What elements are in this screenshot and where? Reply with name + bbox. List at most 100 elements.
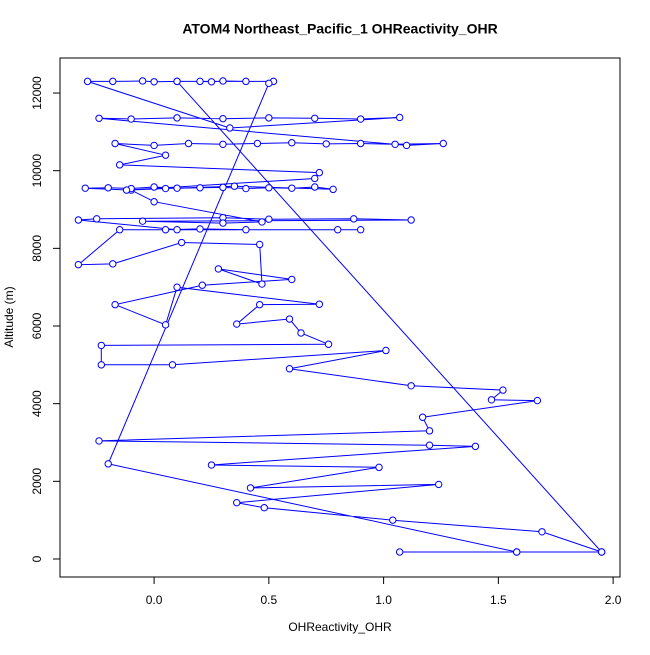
point [226,124,234,132]
point [196,77,204,86]
point [230,182,239,190]
point [168,361,177,369]
point [83,77,92,86]
point [285,315,294,323]
point [111,300,119,309]
point [350,215,358,223]
point [265,114,273,122]
point [242,184,250,193]
point [242,226,250,234]
point [111,139,119,148]
point [138,77,147,85]
point [109,260,117,268]
point [95,437,103,445]
y-tick-label: 6000 [30,312,44,339]
point [196,184,204,192]
point [115,226,124,234]
point [260,504,268,512]
point [219,114,227,123]
point [375,463,383,472]
point [122,186,131,194]
point [173,283,181,291]
x-tick-label: 1.5 [490,593,507,607]
series-line [76,80,603,553]
point [127,115,135,123]
x-tick-label: 1.0 [375,593,392,607]
point [138,217,147,225]
point [395,113,404,122]
point [115,161,124,169]
y-tick-label: 4000 [30,390,44,417]
point [233,498,241,507]
point [513,548,521,556]
plot-box [59,57,621,578]
point [95,114,103,122]
point [255,240,264,249]
point [288,184,296,192]
point [533,396,542,405]
point [74,216,83,224]
point [311,183,319,191]
point [207,78,216,86]
point [389,516,397,524]
point [258,280,266,288]
y-tick-label: 10000 [30,154,44,188]
point [97,361,106,369]
point [104,184,112,192]
point [402,141,411,150]
point [214,265,223,273]
point [265,184,273,192]
point [161,151,170,159]
point [173,184,181,192]
point [324,340,333,348]
y-tick-label: 0 [30,555,44,562]
point [150,78,158,86]
point [233,320,241,328]
point [382,346,390,355]
x-axis-label: OHReactivity_OHR [288,620,392,634]
point [109,77,117,86]
point [418,413,427,421]
y-tick-label: 2000 [30,468,44,495]
y-tick-label: 12000 [30,76,44,110]
point [196,225,204,233]
point [219,219,227,227]
point [150,198,158,206]
point [315,300,324,308]
point [395,548,404,556]
point [391,140,399,148]
point [434,480,443,489]
point [329,185,337,194]
point [150,141,158,150]
point [173,226,181,234]
point [288,275,296,284]
point [219,77,227,85]
point [407,382,415,390]
point [265,79,273,88]
point [407,216,415,224]
point [173,77,181,86]
point [161,184,170,193]
point [81,184,89,192]
point [93,215,101,223]
point [425,441,434,449]
point [356,139,365,148]
x-tick-label: 0.0 [146,593,163,607]
point [487,396,496,404]
point [219,140,227,148]
point [253,139,262,148]
point [311,114,319,122]
point [334,226,342,234]
point [150,183,158,191]
point [258,218,266,226]
point [184,139,193,148]
y-axis-label: Altitude (m) [2,286,16,347]
point [74,260,83,269]
point [315,168,324,177]
point [471,442,480,451]
point [499,386,507,394]
point [597,548,606,556]
point [322,140,330,148]
